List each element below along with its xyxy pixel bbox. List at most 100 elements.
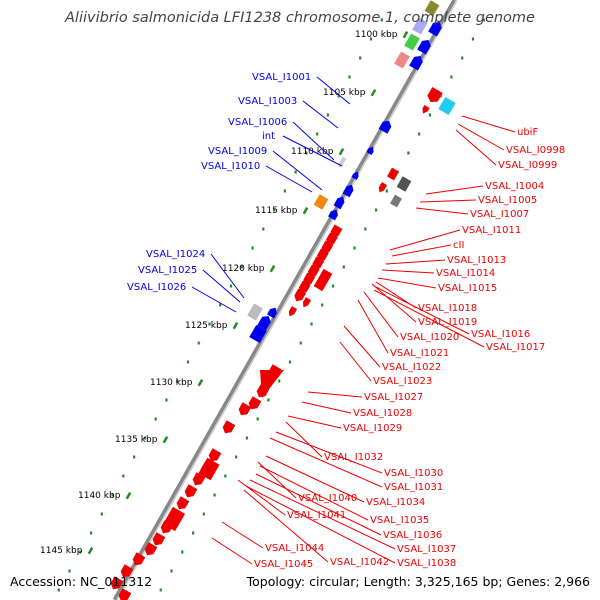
reverse-gene-arrow [110,576,124,590]
track-dot [364,227,367,231]
track-dot [326,113,330,117]
reverse-gene-arrow [192,472,206,486]
leader-line [391,244,452,257]
gene-block [394,51,410,69]
track-dot [176,379,179,383]
gene-block [247,303,263,321]
track-dot [262,227,265,231]
forward-gene-arrow [428,21,442,37]
gene-block [438,96,456,116]
feature-layer [110,0,456,600]
gene-label: VSAL_I1004 [485,181,544,192]
track-dot [245,436,248,440]
gene-label: VSAL_I1037 [397,544,456,555]
leader-line [285,421,323,458]
leader-line [373,285,470,335]
leader-line [237,479,286,516]
gene-label: VSAL_I1009 [208,146,267,157]
reverse-gene-arrow [120,564,134,578]
track-dot [450,75,453,79]
gene-label: VSAL_I1014 [436,268,495,279]
gene-label: VSAL_I0998 [506,145,565,156]
gene-label: VSAL_I1031 [384,482,443,493]
gene-label: VSAL_I1042 [330,557,389,568]
reverse-gene-arrow [118,588,132,600]
gene-label: VSAL_I1018 [418,303,477,314]
gene-block [396,176,412,192]
track-dot [170,569,173,573]
leader-line [457,123,505,151]
leader-line [255,473,382,536]
reverse-gene-arrow [152,532,166,546]
leader-line [272,150,323,191]
track-dot [407,151,410,155]
leader-line [265,455,365,503]
kbp-tick-label: 1105 kbp [323,88,366,98]
track-dot [122,474,125,478]
gene-label: VSAL_I1041 [287,510,346,521]
reverse-gene-block [387,167,399,181]
track-dot [380,18,383,22]
backbone-highlight [116,0,458,600]
track-dot [305,151,308,155]
leader-line [259,465,369,521]
track-dot [240,265,243,269]
reverse-gene-arrow [317,248,329,262]
leader-line [461,115,516,133]
leader-line [389,229,461,251]
leader-line [287,415,342,429]
kbp-tick-mark [125,492,132,500]
gene-label: VSAL_I1001 [252,72,311,83]
kbp-tick-mark [370,89,377,97]
track-dot [154,417,157,421]
gene-label: VSAL_I1016 [471,329,530,340]
track-dot [186,360,190,364]
reverse-gene-arrow [248,396,262,410]
leader-line [357,299,389,354]
track-dot [68,569,71,573]
reverse-gene-arrow [294,288,307,302]
gene-label: VSAL_I1025 [138,265,197,276]
track-dot [375,208,378,212]
leader-line [316,76,351,105]
track-dot [471,37,475,41]
track-dot [283,189,286,193]
kbp-tick-mark [162,436,169,444]
leader-line [275,431,383,474]
gene-label: VSAL_I0999 [498,160,557,171]
outer-tick-track [57,18,383,592]
reverse-gene-arrow [427,86,443,103]
kbp-tick-label: 1120 kbp [222,264,265,274]
reverse-gene-arrow [422,105,430,114]
leader-line [343,325,381,368]
kbp-tick-label: 1135 kbp [115,435,158,445]
track-dot [321,303,324,307]
gene-label: VSAL_I1013 [447,255,506,266]
forward-gene-arrow [351,171,359,180]
leader-line [265,165,313,193]
gene-label: ubiF [517,127,538,138]
reverse-gene-arrow [307,264,320,278]
gene-block [313,194,329,210]
gene-label: VSAL_I1026 [127,282,186,293]
gene-label: VSAL_I1038 [397,558,456,569]
track-dot [224,474,227,478]
leader-line [425,185,484,195]
track-dot [133,455,136,459]
track-dot [213,493,216,497]
leader-line [381,269,435,274]
forward-gene-arrow [378,120,392,134]
track-dot [299,341,302,345]
leader-line [245,485,396,564]
reverse-gene-arrow [312,256,325,270]
kbp-tick-mark [338,148,345,156]
gene-label: VSAL_I1015 [438,283,497,294]
gene-label: VSAL_I1005 [478,195,537,206]
leader-lines [191,76,516,565]
leader-line [377,277,437,289]
kbp-tick-label: 1110 kbp [291,147,334,157]
gene-label: VSAL_I1011 [462,225,521,236]
leader-line [269,437,383,488]
gene-block [424,0,440,16]
kbp-tick-mark [197,379,204,387]
